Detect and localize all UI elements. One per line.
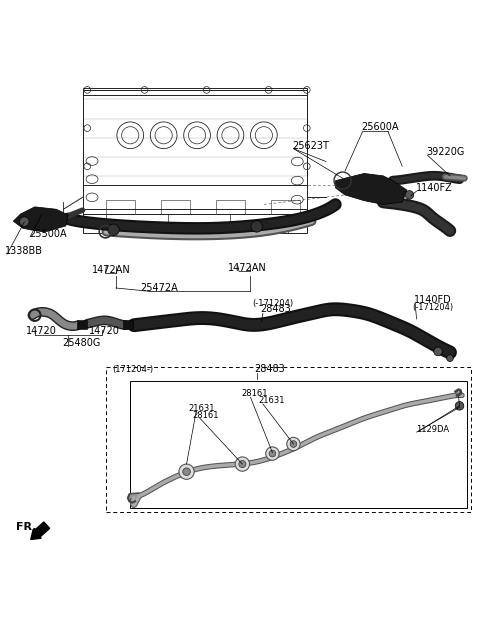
Bar	[216, 200, 245, 214]
Circle shape	[269, 450, 276, 457]
Circle shape	[455, 401, 464, 410]
Text: 14720: 14720	[26, 326, 57, 336]
Bar	[161, 200, 190, 214]
Text: (-171204): (-171204)	[252, 299, 293, 308]
Text: 1338BB: 1338BB	[5, 246, 43, 256]
Text: 28483: 28483	[261, 304, 291, 315]
Circle shape	[266, 447, 279, 460]
Polygon shape	[13, 207, 68, 232]
Circle shape	[446, 355, 453, 362]
Bar	[107, 367, 471, 512]
Bar	[271, 200, 300, 214]
Circle shape	[20, 217, 29, 226]
Bar	[77, 320, 87, 329]
Circle shape	[434, 347, 443, 356]
Text: 1472AN: 1472AN	[228, 263, 267, 273]
Text: 28483: 28483	[254, 364, 285, 375]
Text: 28161: 28161	[241, 389, 268, 398]
Polygon shape	[336, 174, 407, 204]
Text: 1472AN: 1472AN	[92, 265, 131, 275]
Text: 25480G: 25480G	[62, 338, 101, 348]
Circle shape	[290, 441, 297, 447]
Text: 14720: 14720	[89, 326, 120, 336]
Circle shape	[235, 457, 250, 471]
Text: 39220G: 39220G	[426, 147, 465, 158]
Text: 1140FZ: 1140FZ	[416, 183, 452, 193]
Text: (-171204): (-171204)	[412, 304, 453, 313]
Circle shape	[108, 224, 119, 235]
Circle shape	[239, 461, 246, 468]
Circle shape	[179, 464, 194, 479]
Text: 21631: 21631	[189, 404, 215, 413]
Circle shape	[405, 191, 414, 199]
Bar	[107, 200, 135, 214]
Text: 25600A: 25600A	[362, 122, 399, 133]
Text: FR.: FR.	[16, 522, 36, 532]
Text: 21631: 21631	[258, 396, 285, 405]
Text: 25472A: 25472A	[140, 283, 178, 293]
Text: 1129DA: 1129DA	[416, 425, 449, 434]
Circle shape	[183, 468, 191, 475]
Circle shape	[251, 221, 263, 232]
Text: 28161: 28161	[192, 411, 219, 420]
Text: 25623T: 25623T	[292, 140, 329, 151]
Bar	[83, 87, 307, 94]
Bar	[83, 90, 307, 186]
Bar	[123, 320, 132, 329]
Bar	[130, 381, 467, 507]
FancyArrow shape	[31, 522, 49, 540]
Bar	[83, 90, 307, 214]
Text: 25500A: 25500A	[29, 229, 67, 239]
Bar	[83, 209, 307, 233]
Text: 1140FD: 1140FD	[414, 295, 452, 305]
Circle shape	[287, 438, 300, 450]
Text: (171204-): (171204-)	[112, 366, 153, 375]
